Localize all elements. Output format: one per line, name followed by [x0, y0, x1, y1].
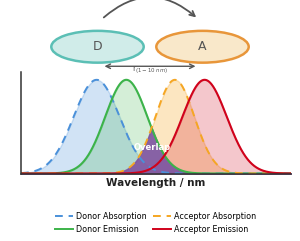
Text: D: D	[93, 40, 102, 53]
Text: Overlap: Overlap	[134, 143, 170, 152]
Text: A: A	[198, 40, 207, 53]
Circle shape	[156, 31, 249, 63]
X-axis label: Wavelength / nm: Wavelength / nm	[106, 178, 206, 188]
Text: r$_{(1-10\ nm)}$: r$_{(1-10\ nm)}$	[132, 63, 168, 76]
Legend: Donor Absorption, Donor Emission, Acceptor Absorption, Acceptor Emission: Donor Absorption, Donor Emission, Accept…	[52, 208, 260, 237]
Circle shape	[51, 31, 144, 63]
